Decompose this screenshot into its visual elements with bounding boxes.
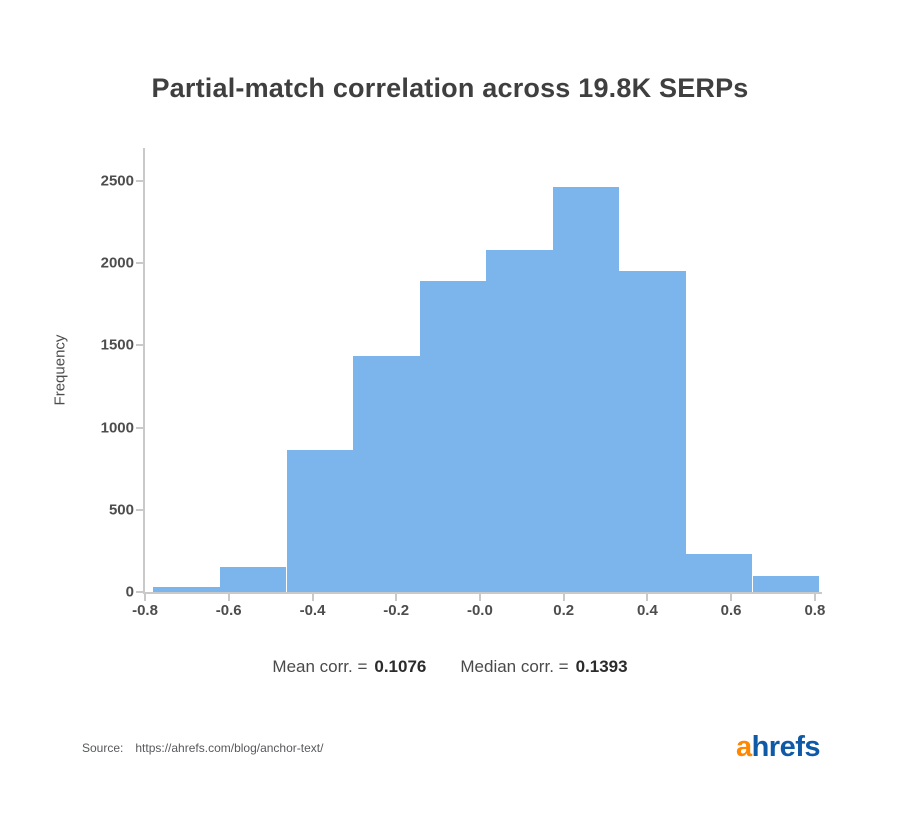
source-line: Source: https://ahrefs.com/blog/anchor-te… — [82, 741, 323, 755]
x-axis-tick — [562, 594, 565, 601]
source-url: https://ahrefs.com/blog/anchor-text/ — [135, 741, 324, 755]
x-axis-tick — [646, 594, 649, 601]
stats-line: Mean corr. = 0.1076 Median corr. = 0.1393 — [0, 657, 900, 677]
histogram-bar — [752, 576, 820, 592]
x-axis-tick-label: 0.8 — [804, 602, 826, 619]
histogram-bar — [219, 566, 287, 592]
x-axis-tick-label: -0.6 — [215, 602, 242, 619]
x-axis-tick — [730, 594, 733, 601]
x-axis-tick — [227, 594, 230, 601]
ahrefs-logo: ahrefs — [735, 731, 821, 764]
x-axis-tick — [311, 594, 314, 601]
x-axis-tick-label: -0.2 — [383, 602, 410, 619]
y-axis-tick-label: 2000 — [100, 254, 134, 272]
y-axis-tick-label: 1500 — [100, 336, 134, 354]
y-axis-tick-label: 2500 — [100, 172, 134, 190]
y-axis-tick — [136, 344, 143, 347]
logo-rest: hrefs — [751, 731, 821, 763]
x-axis-tick-label: 0.4 — [636, 602, 658, 619]
histogram-bar — [685, 554, 753, 592]
plot-area: 0 500 1000 1500 2000 2500 -0.8 -0.6 -0.4 -0.2 -0.0… — [101, 148, 825, 619]
y-axis-tick — [136, 591, 143, 593]
x-axis-tick — [144, 594, 146, 601]
histogram-bar — [153, 587, 220, 592]
y-axis-tick — [136, 426, 143, 429]
x-axis-tick-label: -0.8 — [132, 602, 158, 619]
median-value: 0.1393 — [575, 657, 628, 676]
y-axis-tick — [136, 508, 143, 511]
y-axis-tick — [136, 262, 143, 265]
x-axis-tick — [813, 594, 816, 601]
mean-label: Mean corr. = — [272, 657, 368, 676]
x-axis-tick-label: 0.6 — [720, 602, 742, 619]
mean-value: 0.1076 — [374, 657, 427, 676]
y-axis-tick-label: 1000 — [100, 419, 134, 437]
histogram-bar — [552, 186, 620, 592]
source-label: Source: — [82, 741, 124, 755]
y-axis-tick-label: 0 — [125, 583, 134, 601]
x-axis-tick-label: -0.0 — [466, 602, 493, 619]
y-axis-tick-label: 500 — [108, 501, 134, 519]
y-axis-label: Frequency — [51, 334, 69, 406]
logo-first-letter: a — [735, 731, 752, 763]
median-label: Median corr. = — [460, 657, 569, 676]
x-axis-tick-label: 0.2 — [553, 602, 575, 619]
x-axis-tick — [395, 594, 398, 601]
x-axis-tick-label: -0.4 — [299, 602, 326, 619]
y-axis-tick — [136, 179, 143, 182]
histogram-bar — [286, 449, 354, 592]
histogram-bar — [619, 271, 686, 592]
chart-title: Partial-match correlation across 19.8K S… — [151, 73, 749, 104]
x-axis-tick — [478, 594, 481, 601]
histogram-bar — [419, 281, 487, 592]
histogram-bar — [486, 250, 553, 592]
histogram-bar — [353, 356, 420, 592]
